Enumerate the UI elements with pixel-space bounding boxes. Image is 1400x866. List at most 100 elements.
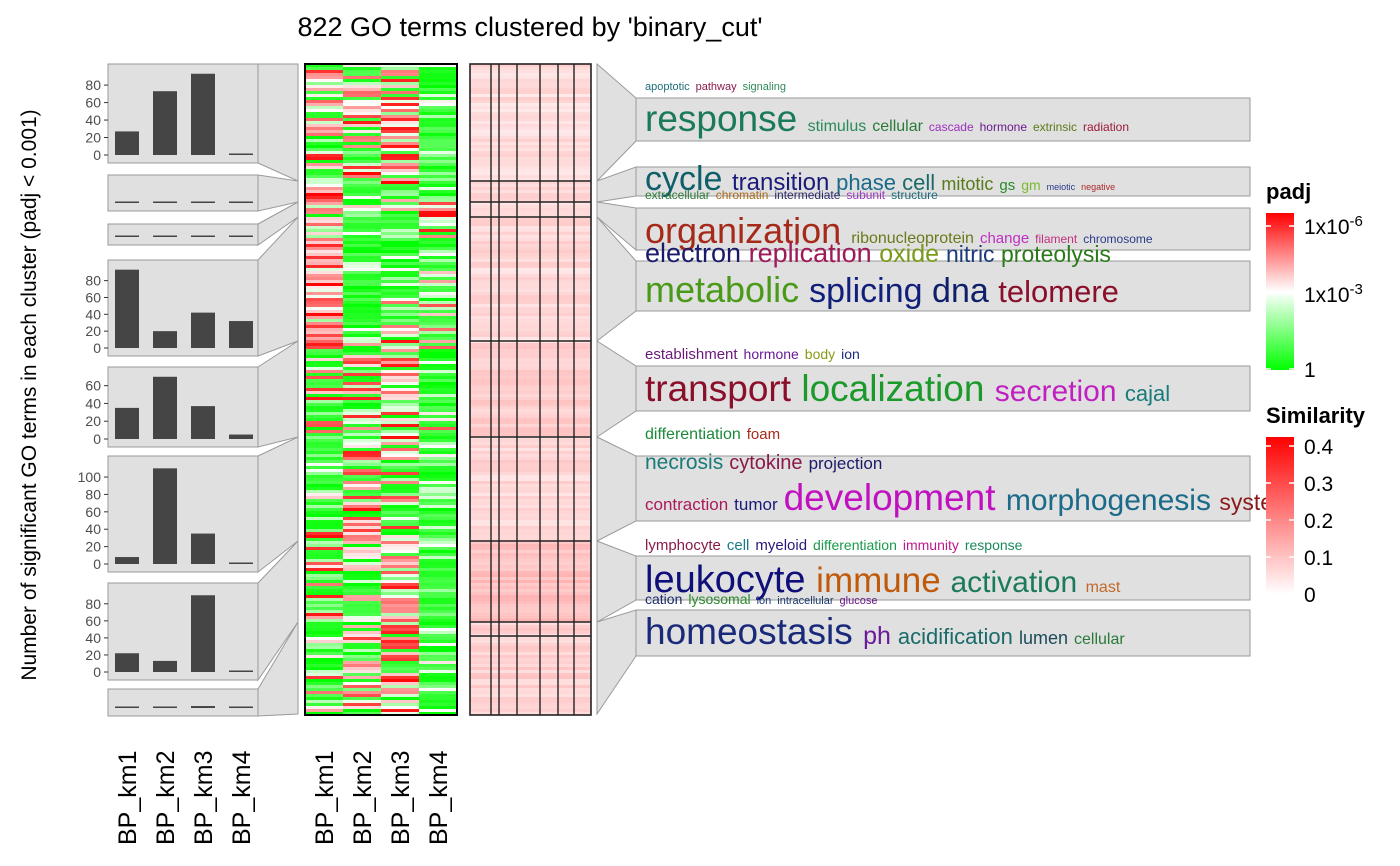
similarity-cell	[470, 226, 591, 230]
heatmap-cell	[343, 193, 382, 197]
similarity-cell	[470, 679, 591, 683]
similarity-cell	[470, 682, 591, 686]
heatmap-cell	[343, 610, 382, 614]
heatmap-cell	[381, 460, 420, 464]
heatmap-cell	[343, 223, 382, 227]
heatmap-cell	[381, 496, 420, 500]
similarity-cell	[470, 406, 591, 410]
heatmap-cell	[381, 649, 420, 653]
y-tick-label: 80	[85, 596, 101, 612]
wordcloud-word: chromatin	[716, 188, 769, 202]
wordcloud-word: cell	[727, 537, 750, 554]
heatmap-cell	[419, 691, 458, 695]
heatmap-cell	[305, 655, 344, 659]
similarity-cell	[470, 184, 591, 188]
wordcloud-connector	[596, 436, 637, 542]
wordcloud-word: filament	[1035, 232, 1078, 246]
heatmap-cell	[305, 307, 344, 311]
heatmap-cell	[305, 271, 344, 275]
heatmap-cell	[419, 85, 458, 89]
heatmap-cell	[305, 181, 344, 185]
heatmap-cell	[343, 370, 382, 374]
heatmap-cell	[305, 439, 344, 443]
heatmap-cell	[381, 628, 420, 632]
y-tick-label: 40	[85, 306, 101, 322]
heatmap-cell	[305, 628, 344, 632]
heatmap-cell	[419, 523, 458, 527]
heatmap-cell	[419, 457, 458, 461]
heatmap-cell	[419, 481, 458, 485]
heatmap-cell	[419, 271, 458, 275]
similarity-cell	[470, 565, 591, 569]
heatmap-cell	[305, 217, 344, 221]
heatmap-cell	[343, 457, 382, 461]
heatmap-cell	[419, 586, 458, 590]
y-tick-label: 40	[85, 112, 101, 128]
heatmap-cell	[419, 541, 458, 545]
heatmap-cell	[343, 64, 382, 68]
similarity-cell	[470, 172, 591, 176]
heatmap-cell	[343, 712, 382, 716]
similarity-cell	[470, 238, 591, 242]
similarity-cell	[470, 646, 591, 650]
wordcloud-word: immune	[816, 561, 940, 600]
heatmap-cell	[419, 124, 458, 128]
similarity-cell	[470, 193, 591, 197]
similarity-cell	[470, 571, 591, 575]
heatmap-cell	[419, 190, 458, 194]
heatmap-cell	[419, 439, 458, 443]
heatmap-cell	[381, 265, 420, 269]
similarity-cell	[470, 418, 591, 422]
heatmap-cell	[343, 292, 382, 296]
heatmap-cell	[305, 640, 344, 644]
heatmap-cell	[305, 430, 344, 434]
heatmap-cell	[381, 274, 420, 278]
wordcloud-word: transport	[645, 368, 792, 409]
heatmap-cell	[343, 373, 382, 377]
similarity-cell	[470, 589, 591, 593]
similarity-cell	[470, 472, 591, 476]
heatmap-cell	[419, 163, 458, 167]
heatmap-cell	[305, 91, 344, 95]
heatmap-cell	[419, 460, 458, 464]
heatmap-cell	[419, 406, 458, 410]
heatmap-cell	[381, 304, 420, 308]
heatmap-cell	[419, 550, 458, 554]
heatmap-cell	[381, 100, 420, 104]
similarity-cell	[470, 604, 591, 608]
heatmap-cell	[381, 139, 420, 143]
heatmap-cell	[381, 190, 420, 194]
wordcloud-word: foam	[747, 426, 780, 443]
similarity-cell	[470, 343, 591, 347]
heatmap-cell	[305, 433, 344, 437]
heatmap-cell	[381, 703, 420, 707]
x-tick-label: BP_km2	[152, 751, 180, 845]
heatmap-cell	[419, 328, 458, 332]
heatmap-cell	[343, 145, 382, 149]
heatmap-cell	[305, 337, 344, 341]
heatmap-cell	[419, 436, 458, 440]
heatmap-cell	[381, 679, 420, 683]
bar	[115, 131, 139, 155]
heatmap-cell	[419, 505, 458, 509]
heatmap-cell	[381, 583, 420, 587]
heatmap-cell	[381, 175, 420, 179]
heatmap-cell	[381, 409, 420, 413]
heatmap-cell	[381, 694, 420, 698]
heatmap-cell	[381, 592, 420, 596]
bar	[153, 468, 177, 564]
heatmap-cell	[381, 412, 420, 416]
heatmap-cell	[381, 352, 420, 356]
heatmap-cell	[419, 703, 458, 707]
heatmap-cell	[305, 154, 344, 158]
heatmap-cell	[381, 346, 420, 350]
similarity-cell	[470, 373, 591, 377]
similarity-cell	[470, 613, 591, 617]
legend-similarity-bar	[1266, 437, 1294, 594]
y-tick-label: 40	[85, 630, 101, 646]
bar	[153, 91, 177, 155]
similarity-cell	[470, 67, 591, 71]
heatmap-cell	[305, 502, 344, 506]
legend-padj-tick: 1x10-3	[1304, 281, 1363, 307]
heatmap-cell	[305, 310, 344, 314]
